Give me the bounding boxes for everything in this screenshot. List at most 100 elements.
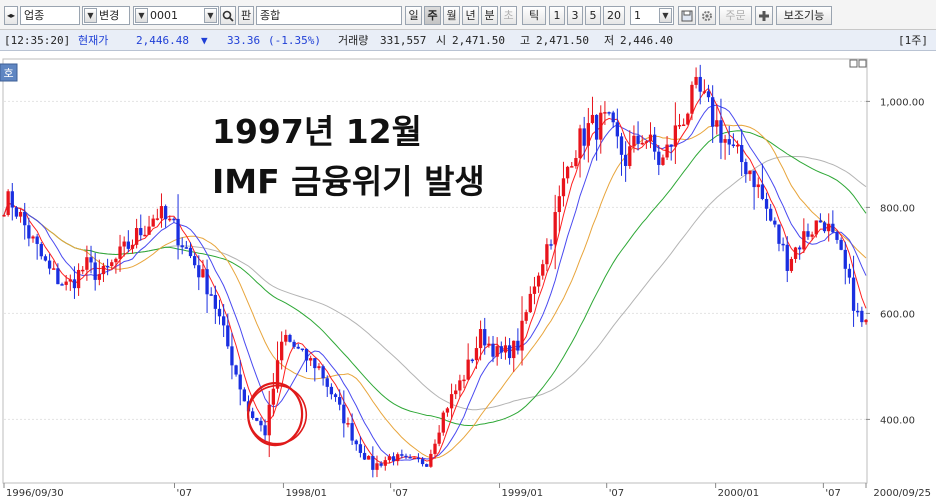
candle-body	[441, 412, 445, 433]
candle-body	[661, 157, 665, 165]
quote-status-bar: [12:35:20] 현재가 2,446.48 ▼ 33.36 (-1.35%)…	[0, 30, 936, 51]
name-field: 종합	[256, 6, 402, 25]
high-label: 고	[520, 34, 531, 47]
count-3-button[interactable]: 3	[567, 6, 583, 25]
high-value: 2,471.50	[536, 34, 589, 47]
count-input[interactable]: 1 ▼	[630, 6, 674, 25]
x-tick-label: '07	[393, 488, 408, 499]
candle-body	[454, 390, 458, 395]
candle-body	[520, 320, 524, 351]
candle-body	[47, 260, 52, 269]
candle-body	[665, 144, 669, 158]
candle-body	[122, 241, 126, 247]
candle-body	[856, 310, 860, 313]
candle-body	[143, 234, 147, 237]
plus-icon	[759, 11, 769, 21]
x-tick-label: '07	[609, 488, 624, 499]
count-1-button[interactable]: 1	[549, 6, 565, 25]
add-button[interactable]	[755, 6, 773, 25]
pan-button[interactable]: 판	[238, 6, 254, 25]
change-select[interactable]: ▼ 변경	[82, 6, 130, 25]
candle-body	[433, 443, 437, 454]
count-20-button[interactable]: 20	[603, 6, 625, 25]
candle-body	[255, 417, 259, 421]
candle-body	[483, 329, 487, 346]
candle-body	[644, 141, 649, 143]
period-day-button[interactable]: 일	[405, 6, 422, 25]
period-tick-button[interactable]: 틱	[522, 6, 546, 25]
candle-body	[619, 136, 624, 155]
candle-body	[267, 404, 271, 436]
candle-body	[188, 247, 193, 257]
candle-body	[847, 268, 852, 278]
candle-body	[860, 310, 864, 323]
x-tick-label: 2000/01	[718, 488, 760, 499]
candle-body	[690, 84, 694, 114]
candle-body	[536, 275, 541, 287]
candle-body	[271, 388, 276, 405]
candle-body	[594, 114, 599, 140]
code-input[interactable]: ▼ 0001 ▼	[133, 6, 219, 25]
candle-body	[851, 277, 856, 311]
candle-body	[362, 452, 367, 460]
candle-body	[130, 244, 135, 249]
period-month-button[interactable]: 월	[443, 6, 460, 25]
candle-body	[512, 340, 516, 359]
candle-body	[719, 120, 723, 143]
candle-body	[230, 346, 234, 366]
search-button[interactable]	[220, 6, 236, 25]
candle-body	[168, 218, 172, 221]
save-button[interactable]	[678, 6, 696, 25]
candle-body	[176, 218, 180, 246]
x-tick-label: 2000/09/25	[873, 488, 931, 499]
candle-body	[698, 76, 702, 92]
candle-body	[288, 334, 292, 342]
candle-body	[39, 243, 43, 257]
candle-body	[383, 460, 387, 466]
candle-body	[445, 408, 450, 413]
order-button[interactable]: 주문	[719, 6, 752, 25]
y-tick-label: 1,000.00	[880, 97, 925, 108]
settings-button[interactable]	[698, 6, 716, 25]
candle-body	[280, 341, 284, 361]
candle-body	[238, 374, 242, 390]
candle-body	[242, 389, 247, 402]
restore-icon[interactable]	[849, 59, 858, 68]
candle-body	[346, 423, 350, 425]
market-select[interactable]: 업종	[20, 6, 80, 25]
period-week-button[interactable]: 주	[424, 6, 441, 25]
candle-body	[677, 124, 682, 127]
candle-body	[839, 239, 843, 250]
maximize-icon[interactable]	[858, 59, 867, 68]
candle-body	[89, 257, 93, 263]
corner-tag[interactable]	[0, 63, 18, 82]
candle-body	[114, 258, 118, 263]
open-value: 2,471.50	[452, 34, 505, 47]
count-5-button[interactable]: 5	[585, 6, 601, 25]
toolbar: ◂▸ 업종 ▼ 변경 ▼ 0001 ▼ 판 종합 일 주 월 년 분 초 틱 1…	[0, 0, 936, 30]
candle-body	[623, 154, 628, 166]
candle-body	[437, 432, 441, 444]
candle-body	[234, 365, 238, 375]
candlestick-chart[interactable]: 400.00 600.00 800.00 1,000.00 1996/09/30 '07 1…	[0, 51, 936, 499]
candle-body	[711, 97, 715, 127]
candle-body	[97, 274, 101, 280]
candle-body	[731, 144, 736, 147]
current-price-value: 2,446.48	[136, 34, 189, 47]
period-year-button[interactable]: 년	[462, 6, 479, 25]
candle-body	[375, 463, 379, 470]
period-minute-button[interactable]: 분	[481, 6, 498, 25]
candle-body	[333, 394, 338, 398]
candle-body	[528, 293, 532, 313]
candle-body	[789, 258, 794, 271]
period-second-button[interactable]: 초	[500, 6, 517, 25]
nav-arrows-button[interactable]: ◂▸	[4, 6, 18, 25]
candle-body	[827, 223, 831, 232]
candle-body	[516, 340, 520, 351]
candle-body	[574, 158, 578, 167]
candle-body	[300, 348, 305, 351]
candle-body	[565, 166, 570, 179]
aux-function-button[interactable]: 보조기능	[776, 6, 832, 25]
candle-body	[155, 218, 159, 220]
candle-body	[350, 423, 354, 441]
